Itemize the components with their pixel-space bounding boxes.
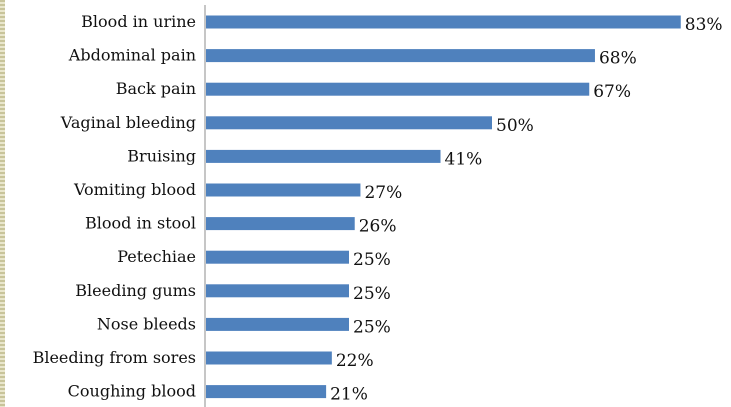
category-label-6: Blood in stool — [85, 214, 196, 233]
edge-strip — [0, 0, 5, 407]
value-label-5: 27% — [364, 183, 402, 203]
value-label-2: 67% — [593, 82, 631, 102]
value-label-8: 25% — [353, 284, 391, 304]
category-label-7: Petechiae — [117, 247, 196, 266]
value-label-3: 50% — [496, 116, 534, 136]
bar-1 — [206, 49, 595, 63]
category-label-9: Nose bleeds — [97, 314, 196, 333]
bar-8 — [206, 284, 349, 298]
category-label-5: Vomiting blood — [73, 180, 196, 199]
bar-4 — [206, 149, 441, 163]
bar-7 — [206, 250, 349, 264]
bar-6 — [206, 217, 355, 231]
value-label-1: 68% — [599, 49, 637, 69]
category-label-1: Abdominal pain — [68, 46, 196, 65]
value-label-4: 41% — [445, 149, 483, 169]
category-label-2: Back pain — [116, 79, 196, 98]
value-labels-group: 83% 68% 67% 50% 41% 27% 26% 25% 25% 25% 22% 21% — [330, 15, 722, 405]
bar-9 — [206, 317, 349, 331]
category-label-8: Bleeding gums — [75, 281, 196, 300]
bar-10 — [206, 351, 332, 365]
value-label-10: 22% — [336, 351, 374, 371]
value-label-0: 83% — [685, 15, 723, 35]
bar-0 — [206, 15, 681, 29]
value-label-7: 25% — [353, 250, 391, 270]
bar-11 — [206, 385, 327, 399]
category-label-4: Bruising — [127, 146, 196, 165]
bar-3 — [206, 116, 492, 130]
value-label-11: 21% — [330, 385, 368, 405]
bar-5 — [206, 183, 361, 197]
category-label-3: Vaginal bleeding — [60, 113, 196, 132]
bars-group — [206, 15, 681, 399]
category-label-11: Coughing blood — [68, 382, 196, 401]
category-labels-group: Blood in urine Abdominal pain Back pain Vag… — [33, 12, 196, 401]
category-label-10: Bleeding from sores — [33, 348, 196, 367]
category-label-0: Blood in urine — [81, 12, 196, 31]
value-label-6: 26% — [359, 217, 397, 237]
value-label-9: 25% — [353, 317, 391, 337]
bar-2 — [206, 82, 590, 96]
